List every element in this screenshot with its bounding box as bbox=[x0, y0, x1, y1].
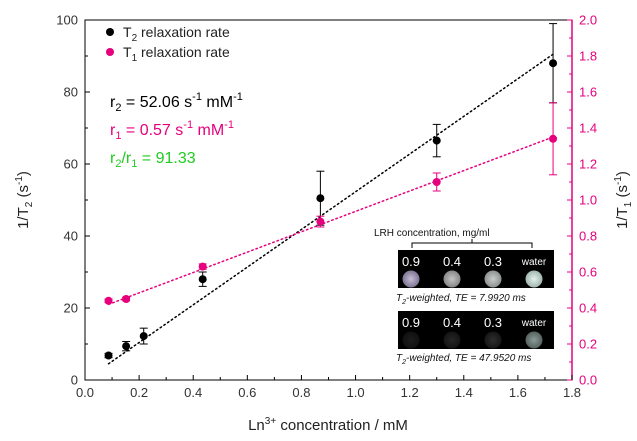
inset-bracket bbox=[411, 239, 533, 248]
data-series bbox=[104, 23, 558, 360]
inset-top-label-1: 0.9 bbox=[402, 254, 420, 269]
data-point-1-2 bbox=[198, 262, 207, 271]
y-right-tick-label-3: 0.6 bbox=[579, 265, 597, 280]
x-tick-label-0: 0.0 bbox=[76, 385, 94, 400]
tube-top-2 bbox=[443, 270, 461, 288]
data-point-0-6 bbox=[549, 59, 558, 68]
y-right-tick-label-1: 0.2 bbox=[579, 337, 597, 352]
series-0 bbox=[104, 23, 558, 360]
legend-label-t2: T2 relaxation rate bbox=[123, 24, 230, 44]
data-point-1-5 bbox=[549, 134, 558, 143]
annotation-r2: r2 = 52.06 s-1 mM-1 bbox=[110, 91, 243, 114]
inset-header: LRH concentration, mg/ml bbox=[374, 228, 490, 239]
y-axis-left-ticks: 0 20 40 60 80 100 bbox=[56, 13, 90, 388]
tube-bottom-2 bbox=[443, 331, 461, 349]
x-tick-label-5: 1.0 bbox=[347, 385, 365, 400]
x-tick-label-4: 0.8 bbox=[292, 385, 310, 400]
y-left-tick-label-4: 80 bbox=[64, 85, 78, 100]
y-left-tick-label-1: 20 bbox=[64, 301, 78, 316]
x-tick-label-2: 0.4 bbox=[184, 385, 202, 400]
y-right-tick-label-0: 0.0 bbox=[579, 373, 597, 388]
y-right-tick-label-4: 0.8 bbox=[579, 229, 597, 244]
y-right-tick-label-10: 2.0 bbox=[579, 13, 597, 28]
series-1 bbox=[104, 102, 558, 305]
legend-marker-t2 bbox=[106, 28, 114, 36]
mri-inset: LRH concentration, mg/ml 0.9 0.4 0.3 wat… bbox=[374, 228, 554, 366]
data-point-1-0 bbox=[104, 296, 113, 305]
inset-top-caption: T2-weighted, TE = 7.9920 ms bbox=[396, 293, 526, 306]
data-point-0-3 bbox=[198, 275, 207, 284]
data-point-1-4 bbox=[432, 178, 441, 186]
inset-top-label-2: 0.4 bbox=[443, 254, 461, 269]
legend: T2 relaxation rate T1 relaxation rate bbox=[106, 24, 230, 64]
y-axis-right-title: 1/T1 (s-1) bbox=[613, 171, 634, 229]
tube-top-4 bbox=[525, 270, 543, 288]
inset-bottom-caption: T2-weighted, TE = 47.9520 ms bbox=[396, 353, 531, 366]
y-axis-left-title: 1/T2 (s-1) bbox=[14, 171, 35, 229]
y-right-tick-label-6: 1.2 bbox=[579, 157, 597, 172]
x-axis-ticks: 0.0 0.2 0.4 0.6 0.8 1.0 1.2 1.4 1.6 1.8 bbox=[76, 375, 581, 400]
fit-line-series-1 bbox=[107, 136, 554, 306]
tube-top-3 bbox=[484, 270, 502, 288]
inset-bottom-label-2: 0.4 bbox=[443, 315, 461, 330]
x-tick-label-7: 1.4 bbox=[455, 385, 473, 400]
y-right-tick-label-8: 1.6 bbox=[579, 85, 597, 100]
data-point-0-4 bbox=[316, 194, 325, 203]
x-axis-title: Ln3+ concentration / mM bbox=[248, 416, 408, 434]
y-left-tick-label-2: 40 bbox=[64, 229, 78, 244]
inset-bottom-label-4: water bbox=[521, 318, 547, 329]
data-point-1-1 bbox=[122, 295, 131, 303]
tube-top-1 bbox=[402, 270, 420, 288]
y-left-tick-label-3: 60 bbox=[64, 157, 78, 172]
x-tick-label-3: 0.6 bbox=[238, 385, 256, 400]
data-point-1-3 bbox=[316, 217, 325, 226]
legend-label-t1: T1 relaxation rate bbox=[123, 44, 230, 64]
x-tick-label-6: 1.2 bbox=[401, 385, 419, 400]
x-tick-label-9: 1.8 bbox=[563, 385, 581, 400]
x-tick-label-1: 0.2 bbox=[130, 385, 148, 400]
y-right-tick-label-2: 0.4 bbox=[579, 301, 597, 316]
fit-lines bbox=[107, 53, 554, 365]
tube-bottom-1 bbox=[402, 331, 420, 349]
legend-marker-t1 bbox=[106, 48, 114, 56]
y-left-tick-label-5: 100 bbox=[56, 13, 78, 28]
inset-bottom-label-1: 0.9 bbox=[402, 315, 420, 330]
x-tick-label-8: 1.6 bbox=[509, 385, 527, 400]
y-axis-right-ticks: 0.0 0.2 0.4 0.6 0.8 1.0 1.2 1.4 1.6 1.8 2.0 bbox=[567, 13, 597, 388]
fit-line-series-0 bbox=[107, 53, 554, 365]
tube-bottom-3 bbox=[484, 331, 502, 349]
inset-top-label-3: 0.3 bbox=[484, 254, 502, 269]
y-right-tick-label-9: 1.8 bbox=[579, 49, 597, 64]
data-point-0-2 bbox=[139, 332, 148, 341]
tube-bottom-4 bbox=[525, 331, 543, 349]
data-point-0-5 bbox=[432, 136, 441, 145]
y-left-tick-label-0: 0 bbox=[71, 373, 78, 388]
y-right-tick-label-7: 1.4 bbox=[579, 121, 597, 136]
data-point-0-1 bbox=[122, 342, 131, 351]
annotation-ratio: r2/r1 = 91.33 bbox=[110, 150, 196, 170]
inset-top-label-4: water bbox=[521, 257, 547, 268]
data-point-0-0 bbox=[104, 351, 113, 360]
annotation-r1: r1 = 0.57 s-1 mM-1 bbox=[110, 119, 234, 142]
y-right-tick-label-5: 1.0 bbox=[579, 193, 597, 208]
inset-bottom-label-3: 0.3 bbox=[484, 315, 502, 330]
